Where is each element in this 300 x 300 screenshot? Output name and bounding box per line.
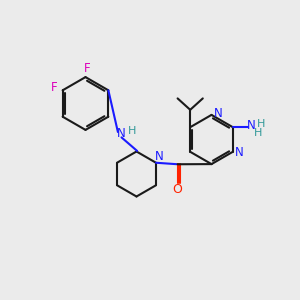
Text: F: F — [51, 81, 58, 94]
Text: O: O — [172, 183, 182, 196]
Text: H: H — [128, 126, 136, 136]
Text: N: N — [214, 107, 223, 120]
Text: N: N — [246, 119, 255, 132]
Text: N: N — [117, 127, 126, 140]
Text: N: N — [235, 146, 244, 159]
Text: N: N — [155, 150, 164, 163]
Text: F: F — [84, 62, 90, 75]
Text: H: H — [257, 119, 266, 129]
Text: H: H — [254, 128, 262, 138]
